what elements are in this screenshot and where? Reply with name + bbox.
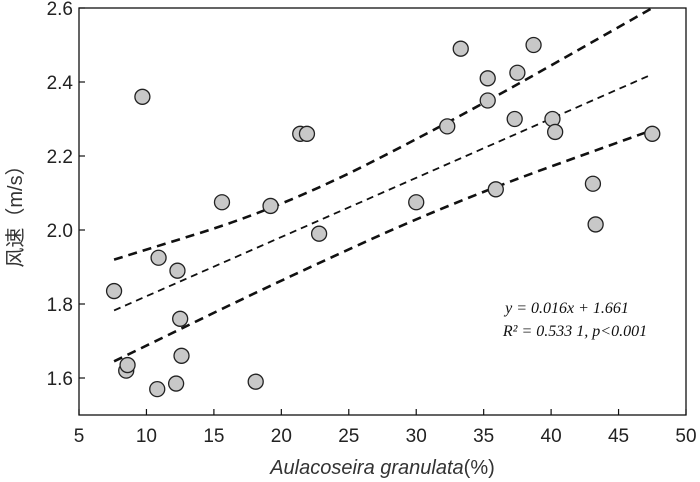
y-tick-label: 2.0 xyxy=(47,221,73,242)
data-point xyxy=(247,373,264,390)
data-point xyxy=(547,123,564,141)
tick-labels: 5 10 15 20 25 30 35 40 45 50 1.6 1.8 2.0 2.2 2.4 2.6 xyxy=(47,0,697,447)
data-point xyxy=(452,40,469,57)
x-tick-label: 5 xyxy=(74,426,85,447)
data-point xyxy=(644,125,661,142)
data-point xyxy=(134,88,151,105)
upper-confidence-band xyxy=(113,6,653,261)
regression-equation: y = 0.016x + 1.661 xyxy=(503,300,629,317)
y-tick-label: 2.2 xyxy=(47,147,73,168)
x-axis-label: Aulacoseira granulata(%) xyxy=(269,457,495,479)
x-tick-label: 35 xyxy=(473,426,494,447)
regression-line xyxy=(113,73,652,312)
data-point xyxy=(167,375,185,392)
y-tick-label: 1.6 xyxy=(47,369,73,390)
data-point xyxy=(310,225,328,242)
x-tick-label: 15 xyxy=(203,426,224,447)
x-tick-label: 10 xyxy=(136,426,157,447)
data-point xyxy=(149,380,166,398)
data-point xyxy=(509,64,526,81)
axis-ticks xyxy=(78,7,687,415)
data-point xyxy=(172,310,189,327)
x-tick-label: 20 xyxy=(271,426,292,447)
data-point xyxy=(479,70,496,87)
data-point xyxy=(587,216,604,233)
plot-frame xyxy=(78,7,687,416)
y-tick-label: 2.6 xyxy=(47,0,73,20)
x-tick-label: 40 xyxy=(541,426,562,447)
data-point xyxy=(262,197,279,215)
x-axis-label-unit: (%) xyxy=(464,457,495,479)
x-axis-label-name: Aulacoseira granulata xyxy=(269,457,463,479)
data-point xyxy=(584,175,602,192)
regression-stats: R² = 0.533 1, p<0.001 xyxy=(502,323,647,340)
plot-area xyxy=(105,6,661,398)
data-point xyxy=(506,110,523,128)
data-point xyxy=(487,181,504,198)
data-point xyxy=(173,347,190,364)
data-point xyxy=(213,194,231,211)
x-tick-label: 25 xyxy=(338,426,359,447)
data-point xyxy=(298,125,316,142)
y-tick-label: 1.8 xyxy=(47,295,73,316)
y-axis-label: 风速（m/s） xyxy=(4,155,27,267)
x-tick-label: 45 xyxy=(608,426,629,447)
data-point xyxy=(408,194,425,211)
data-point xyxy=(525,36,542,54)
data-point xyxy=(439,118,456,135)
data-point xyxy=(105,282,123,300)
data-point xyxy=(169,262,186,279)
y-tick-label: 2.4 xyxy=(47,73,74,94)
x-tick-label: 30 xyxy=(406,426,427,447)
x-tick-label: 50 xyxy=(675,426,696,447)
data-point xyxy=(119,356,136,374)
data-point xyxy=(150,249,167,266)
data-point xyxy=(479,92,496,109)
